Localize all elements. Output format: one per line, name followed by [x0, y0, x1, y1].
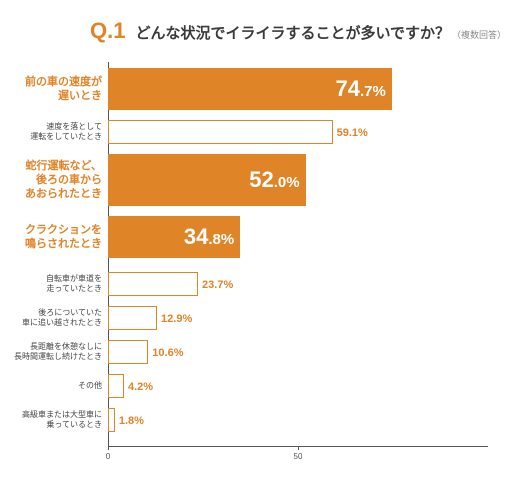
x-tick: [298, 446, 299, 450]
bar-row: 自転車が車道を 走っていたとき23.7%: [108, 272, 488, 296]
x-tick-label: 50: [294, 452, 303, 461]
bar-outline: [108, 272, 198, 296]
bar-row: 高級車または大型車に 乗っているとき1.8%: [108, 408, 488, 432]
category-label: 蛇行運転など、 後ろの車から あおられたとき: [25, 160, 108, 201]
category-label: 速度を落として 運転をしていたとき: [30, 122, 108, 142]
bar-outline: [108, 374, 124, 398]
category-label: 後ろについていた 車に追い越されたとき: [22, 308, 108, 328]
question-text: どんな状況でイライラすることが多いですか？: [135, 22, 450, 43]
x-tick-label: 0: [106, 452, 110, 461]
bar-outline: [108, 306, 157, 330]
bar-highlight: 52.0%: [108, 154, 306, 206]
bar-row: 長距離を休憩なしに 長時間運転し続けたとき10.6%: [108, 340, 488, 364]
bar-row: 後ろについていた 車に追い越されたとき12.9%: [108, 306, 488, 330]
bar-row: 前の車の速度が 遅いとき74.7%: [108, 68, 488, 110]
x-tick: [108, 446, 109, 450]
plot-area: 0 50 前の車の速度が 遅いとき74.7% 速度を落として 運転をしていたとき59.…: [108, 62, 488, 464]
value-label: 1.8%: [119, 411, 144, 429]
bar-row: クラクションを 鳴らされたとき34.8%: [108, 216, 488, 258]
value-label: 34.8%: [184, 224, 234, 250]
category-label: その他: [78, 381, 108, 391]
value-label: 10.6%: [152, 343, 183, 361]
value-label: 59.1%: [337, 123, 368, 141]
question-title: Q.1 どんな状況でイライラすることが多いですか？ （複数回答）: [0, 18, 511, 44]
value-label: 12.9%: [161, 309, 192, 327]
bar-outline: [108, 340, 148, 364]
bar-highlight: 74.7%: [108, 68, 392, 110]
bar-highlight: 34.8%: [108, 216, 240, 258]
category-label: 自転車が車道を 走っていたとき: [46, 274, 108, 294]
category-label: 長距離を休憩なしに 長時間運転し続けたとき: [14, 342, 108, 362]
question-note: （複数回答）: [452, 28, 506, 41]
bar-outline: [108, 120, 333, 144]
value-label: 23.7%: [202, 275, 233, 293]
category-label: クラクションを 鳴らされたとき: [25, 224, 108, 252]
value-label: 74.7%: [336, 76, 386, 102]
category-label: 前の車の速度が 遅いとき: [25, 76, 108, 104]
bar-row: 蛇行運転など、 後ろの車から あおられたとき52.0%: [108, 154, 488, 206]
category-label: 高級車または大型車に 乗っているとき: [22, 410, 108, 430]
value-label: 4.2%: [128, 377, 153, 395]
value-label: 52.0%: [249, 167, 299, 193]
bar-row: その他4.2%: [108, 374, 488, 398]
bar-row: 速度を落として 運転をしていたとき59.1%: [108, 120, 488, 144]
bar-outline: [108, 408, 115, 432]
question-number: Q.1: [90, 18, 125, 44]
